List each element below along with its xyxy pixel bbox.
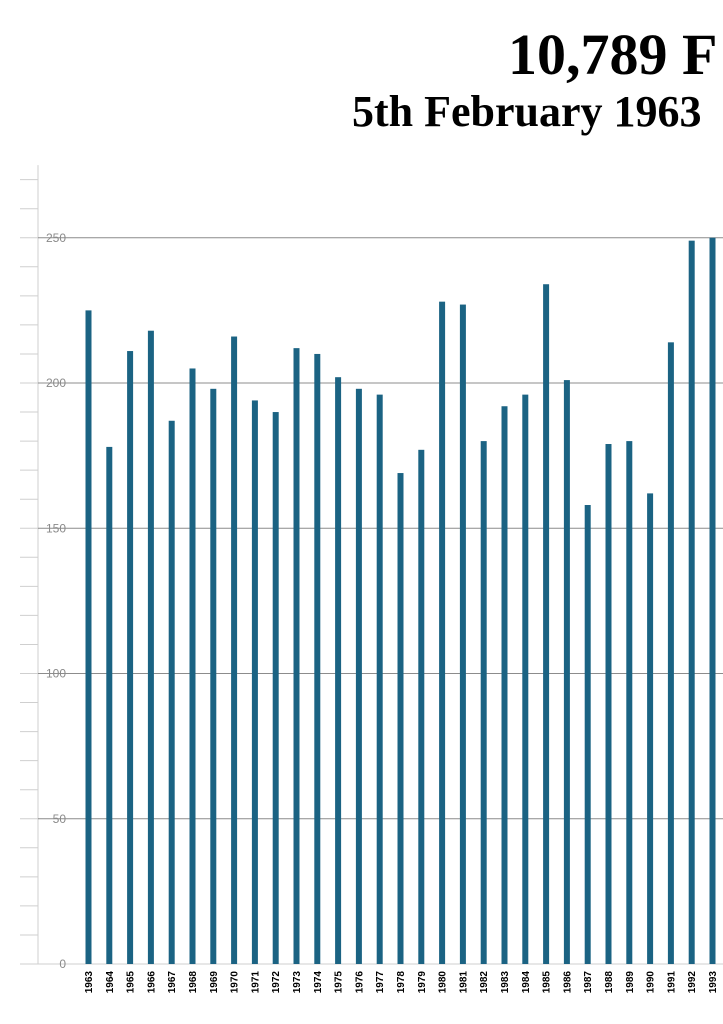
x-tick-label: 1991 [666,971,677,994]
bar [127,351,134,964]
bar [251,400,258,964]
bar [210,388,217,964]
bar [688,240,695,964]
bar [85,310,92,964]
bar [709,237,716,964]
x-tick-label: 1968 [188,971,199,994]
bar [563,380,570,965]
y-tick-label: 150 [46,521,66,535]
x-tick-label: 1990 [646,971,657,994]
bar [418,449,425,964]
x-tick-label: 1972 [271,971,282,994]
bar [522,394,529,964]
x-tick-label: 1988 [604,971,615,994]
x-tick-label: 1992 [687,971,698,994]
x-tick-label: 1993 [708,971,719,994]
x-tick-label: 1964 [105,971,116,994]
bar [667,342,674,965]
bar [376,394,383,964]
bar [314,353,321,964]
y-minor-ticks [20,165,39,965]
x-tick-label: 1965 [126,971,137,994]
x-tick-label: 1980 [438,971,449,994]
bar [459,304,466,964]
bar [355,388,362,964]
bar [189,368,196,965]
y-tick-label: 0 [59,957,66,971]
chart-title: 10,789 F [508,22,718,87]
x-category-labels: 1963 1964 1965 1966 1967 1968 1969 1970 1971 1972… [84,971,719,994]
bar [439,301,446,964]
bar [501,406,508,964]
x-tick-label: 1978 [396,971,407,994]
x-tick-label: 1973 [292,971,303,994]
x-tick-label: 1971 [250,971,261,994]
bar [293,348,300,964]
bar [605,444,612,964]
bar [231,336,238,964]
x-tick-label: 1982 [479,971,490,994]
bar [335,377,342,964]
bar [272,412,279,964]
x-tick-label: 1986 [562,971,573,994]
bar [647,493,654,964]
x-tick-label: 1985 [542,971,553,994]
x-tick-label: 1977 [375,971,386,994]
bar [626,441,633,965]
y-tick-label: 100 [46,667,66,681]
bar [397,473,404,964]
x-tick-label: 1983 [500,971,511,994]
bar [584,505,591,964]
bar [106,446,113,964]
x-tick-label: 1987 [583,971,594,994]
x-tick-label: 1979 [417,971,428,994]
bar [168,420,175,964]
x-tick-label: 1969 [209,971,220,994]
bars [85,237,716,965]
x-tick-label: 1976 [354,971,365,994]
bar [147,330,154,965]
x-tick-label: 1970 [230,971,241,994]
x-tick-label: 1974 [313,971,324,994]
chart-subtitle: 5th February 1963 [352,87,702,136]
x-tick-label: 1967 [167,971,178,994]
x-tick-label: 1963 [84,971,95,994]
y-tick-label: 250 [46,231,66,245]
bar [480,441,487,965]
x-tick-label: 1981 [458,971,469,994]
x-tick-label: 1984 [521,971,532,994]
y-tick-labels: 0 50 100 150 200 250 [46,231,66,971]
x-tick-label: 1966 [146,971,157,994]
x-tick-label: 1975 [334,971,345,994]
bar [543,284,550,965]
x-tick-label: 1989 [625,971,636,994]
y-tick-label: 50 [53,812,67,826]
y-tick-label: 200 [46,376,66,390]
